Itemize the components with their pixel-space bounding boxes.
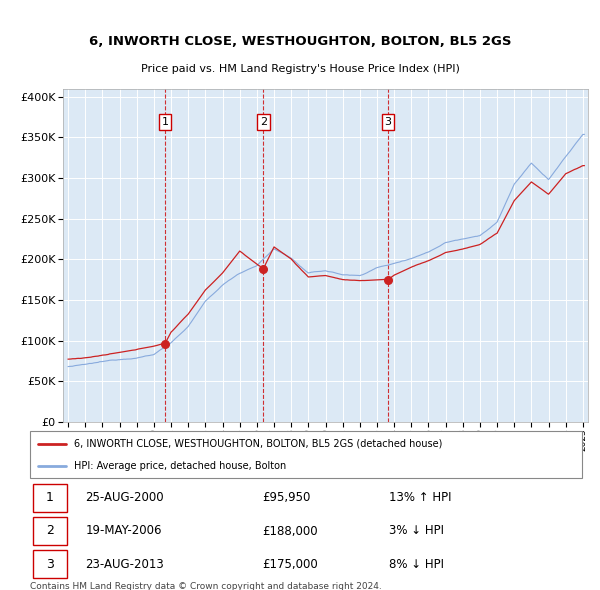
Point xyxy=(160,339,170,349)
Text: 2: 2 xyxy=(260,117,267,127)
Text: HPI: Average price, detached house, Bolton: HPI: Average price, detached house, Bolt… xyxy=(74,461,286,471)
Text: 1: 1 xyxy=(46,491,54,504)
Text: 25-AUG-2000: 25-AUG-2000 xyxy=(85,491,164,504)
Text: 8% ↓ HPI: 8% ↓ HPI xyxy=(389,558,444,571)
Text: 19-MAY-2006: 19-MAY-2006 xyxy=(85,525,162,537)
Text: 6, INWORTH CLOSE, WESTHOUGHTON, BOLTON, BL5 2GS (detached house): 6, INWORTH CLOSE, WESTHOUGHTON, BOLTON, … xyxy=(74,439,443,449)
Bar xyxy=(33,517,67,545)
Bar xyxy=(33,484,67,512)
Text: 2: 2 xyxy=(46,525,54,537)
Point xyxy=(259,264,268,274)
Text: 3% ↓ HPI: 3% ↓ HPI xyxy=(389,525,444,537)
Text: 3: 3 xyxy=(385,117,392,127)
Text: Price paid vs. HM Land Registry's House Price Index (HPI): Price paid vs. HM Land Registry's House … xyxy=(140,64,460,74)
Text: £95,950: £95,950 xyxy=(262,491,310,504)
Text: 13% ↑ HPI: 13% ↑ HPI xyxy=(389,491,451,504)
Text: £188,000: £188,000 xyxy=(262,525,317,537)
Text: 6, INWORTH CLOSE, WESTHOUGHTON, BOLTON, BL5 2GS: 6, INWORTH CLOSE, WESTHOUGHTON, BOLTON, … xyxy=(89,35,511,48)
Text: Contains HM Land Registry data © Crown copyright and database right 2024.: Contains HM Land Registry data © Crown c… xyxy=(30,582,382,590)
Bar xyxy=(33,550,67,578)
Text: £175,000: £175,000 xyxy=(262,558,317,571)
Text: 3: 3 xyxy=(46,558,54,571)
Text: 1: 1 xyxy=(161,117,169,127)
Point xyxy=(383,275,393,284)
Text: 23-AUG-2013: 23-AUG-2013 xyxy=(85,558,164,571)
